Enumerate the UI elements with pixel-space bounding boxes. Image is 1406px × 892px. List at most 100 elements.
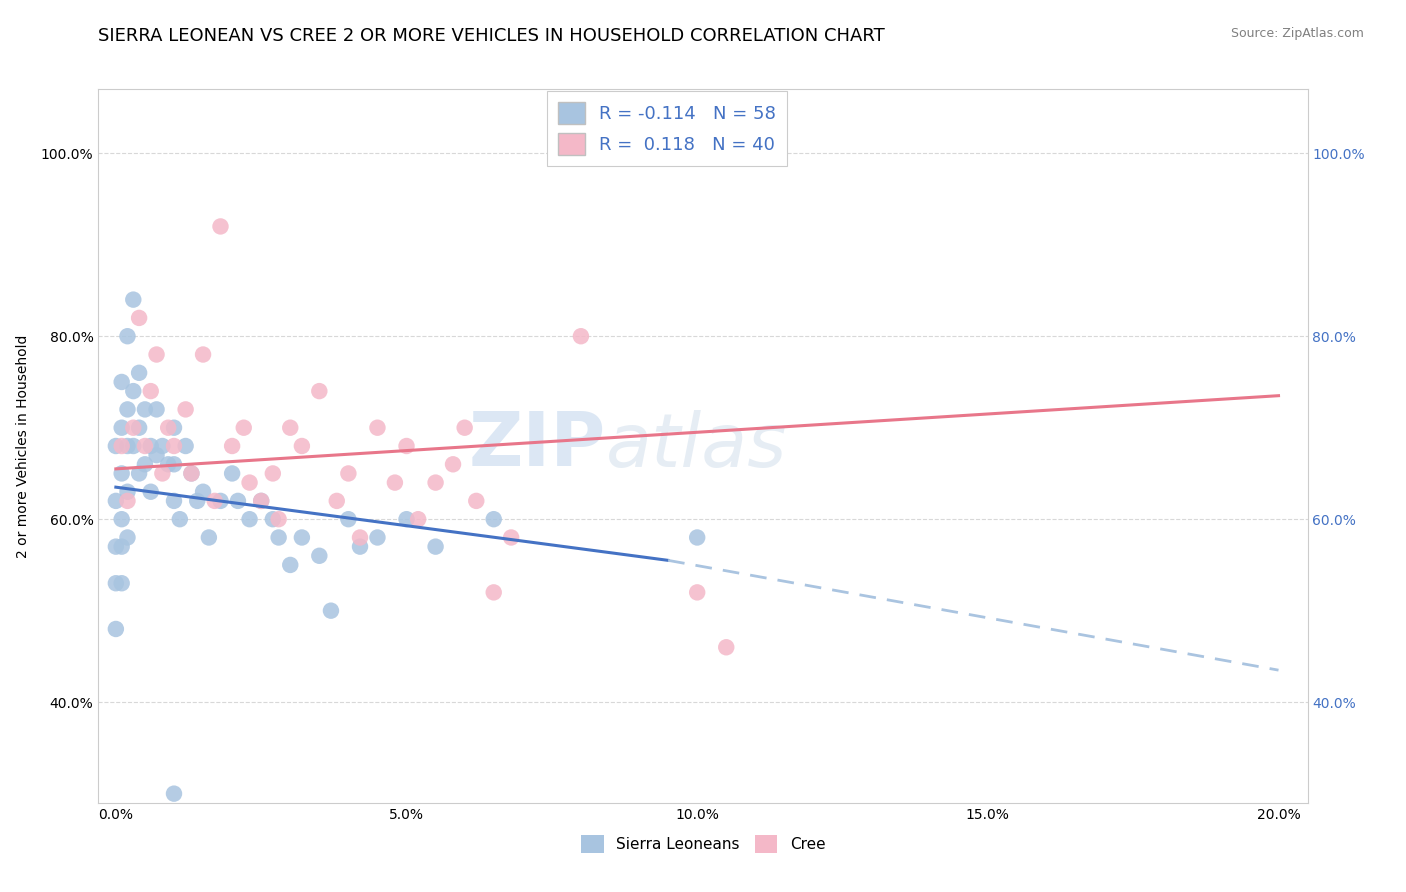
Y-axis label: 2 or more Vehicles in Household: 2 or more Vehicles in Household bbox=[15, 334, 30, 558]
Point bbox=[145, 347, 167, 361]
Point bbox=[157, 420, 180, 434]
Point bbox=[441, 458, 464, 472]
Point bbox=[319, 604, 342, 618]
Point bbox=[180, 467, 202, 481]
Point bbox=[139, 484, 162, 499]
Point bbox=[117, 329, 139, 343]
Point bbox=[134, 439, 156, 453]
Point bbox=[278, 420, 301, 434]
Legend: Sierra Leoneans, Cree: Sierra Leoneans, Cree bbox=[575, 829, 831, 859]
Point bbox=[337, 467, 360, 481]
Point bbox=[180, 467, 202, 481]
Point bbox=[117, 494, 139, 508]
Point bbox=[349, 531, 371, 545]
Point bbox=[104, 622, 127, 636]
Point bbox=[157, 458, 180, 472]
Point bbox=[174, 439, 197, 453]
Point bbox=[122, 384, 145, 398]
Point bbox=[163, 458, 186, 472]
Point bbox=[104, 439, 127, 453]
Point bbox=[239, 512, 262, 526]
Point bbox=[291, 439, 314, 453]
Point bbox=[122, 439, 145, 453]
Point bbox=[145, 402, 167, 417]
Point bbox=[204, 494, 226, 508]
Point bbox=[308, 549, 330, 563]
Point bbox=[139, 384, 162, 398]
Point bbox=[366, 531, 388, 545]
Point bbox=[163, 787, 186, 801]
Point bbox=[150, 467, 173, 481]
Point bbox=[267, 512, 290, 526]
Point bbox=[122, 293, 145, 307]
Point bbox=[134, 458, 156, 472]
Point bbox=[174, 402, 197, 417]
Point bbox=[384, 475, 406, 490]
Point bbox=[128, 366, 150, 380]
Point bbox=[278, 558, 301, 572]
Point bbox=[337, 512, 360, 526]
Point bbox=[406, 512, 429, 526]
Text: Source: ZipAtlas.com: Source: ZipAtlas.com bbox=[1230, 27, 1364, 40]
Point bbox=[111, 467, 134, 481]
Point bbox=[111, 576, 134, 591]
Point bbox=[395, 512, 418, 526]
Point bbox=[239, 475, 262, 490]
Point bbox=[209, 494, 232, 508]
Point bbox=[111, 420, 134, 434]
Point bbox=[425, 540, 447, 554]
Point bbox=[250, 494, 273, 508]
Point bbox=[501, 531, 523, 545]
Point bbox=[221, 467, 243, 481]
Point bbox=[117, 402, 139, 417]
Point bbox=[262, 467, 284, 481]
Point bbox=[128, 310, 150, 325]
Point bbox=[163, 420, 186, 434]
Point bbox=[134, 402, 156, 417]
Point bbox=[326, 494, 349, 508]
Point bbox=[221, 439, 243, 453]
Point bbox=[198, 531, 221, 545]
Point bbox=[425, 475, 447, 490]
Point bbox=[104, 576, 127, 591]
Point bbox=[128, 467, 150, 481]
Point bbox=[111, 540, 134, 554]
Point bbox=[262, 512, 284, 526]
Point bbox=[686, 585, 709, 599]
Point bbox=[395, 439, 418, 453]
Point bbox=[291, 531, 314, 545]
Point bbox=[465, 494, 488, 508]
Point bbox=[163, 494, 186, 508]
Point bbox=[191, 484, 214, 499]
Point bbox=[104, 540, 127, 554]
Point bbox=[186, 494, 208, 508]
Point bbox=[104, 494, 127, 508]
Point bbox=[128, 420, 150, 434]
Point bbox=[145, 448, 167, 462]
Text: atlas: atlas bbox=[606, 410, 787, 482]
Point bbox=[349, 540, 371, 554]
Point bbox=[111, 439, 134, 453]
Point bbox=[191, 347, 214, 361]
Point bbox=[117, 531, 139, 545]
Point bbox=[308, 384, 330, 398]
Point bbox=[111, 512, 134, 526]
Text: SIERRA LEONEAN VS CREE 2 OR MORE VEHICLES IN HOUSEHOLD CORRELATION CHART: SIERRA LEONEAN VS CREE 2 OR MORE VEHICLE… bbox=[98, 27, 886, 45]
Point bbox=[226, 494, 249, 508]
Point bbox=[122, 420, 145, 434]
Point bbox=[716, 640, 738, 655]
Point bbox=[150, 439, 173, 453]
Point bbox=[111, 375, 134, 389]
Point bbox=[209, 219, 232, 234]
Text: ZIP: ZIP bbox=[470, 409, 606, 483]
Point bbox=[453, 420, 475, 434]
Point bbox=[117, 484, 139, 499]
Point bbox=[267, 531, 290, 545]
Point bbox=[569, 329, 592, 343]
Point bbox=[163, 439, 186, 453]
Point bbox=[250, 494, 273, 508]
Point bbox=[117, 439, 139, 453]
Point bbox=[482, 512, 505, 526]
Point bbox=[232, 420, 254, 434]
Point bbox=[482, 585, 505, 599]
